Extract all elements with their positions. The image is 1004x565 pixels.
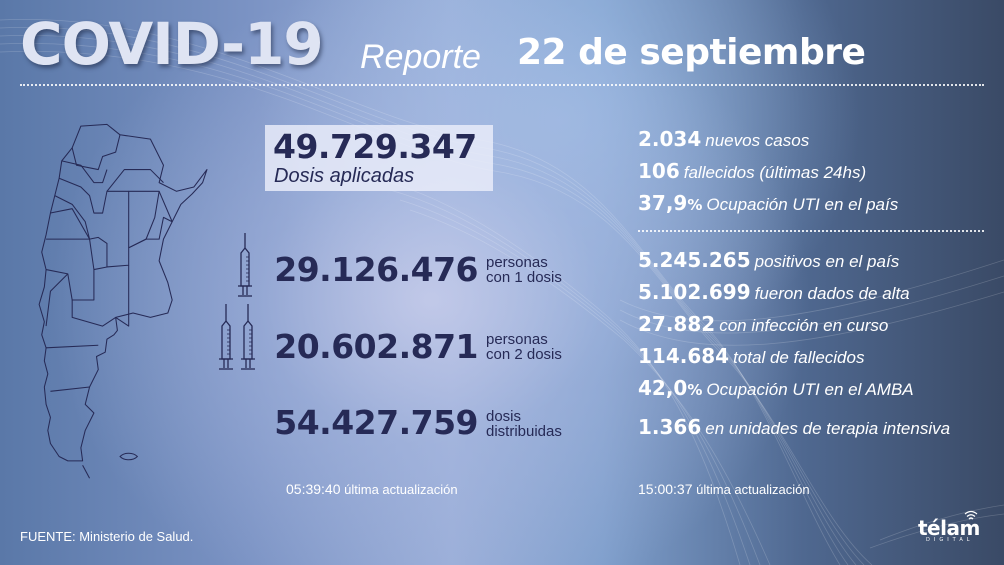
logo-subtext: DIGITAL	[926, 537, 974, 543]
report-label: Reporte	[360, 38, 481, 76]
stat-value: 5.245.265	[638, 248, 751, 272]
stats-update-time: 15:00:37	[638, 481, 693, 497]
stat-suffix: %	[687, 196, 703, 214]
stat-icu-patients: 1.366 en unidades de terapia intensiva	[638, 415, 950, 439]
applied-doses-label: Dosis aplicadas	[274, 165, 415, 187]
one-dose-value: 29.126.476	[274, 250, 478, 289]
stat-icu-country: 37,9% Ocupación UTI en el país	[638, 191, 898, 215]
stat-new-cases: 2.034 nuevos casos	[638, 127, 809, 151]
stat-value: 42,0	[638, 376, 688, 400]
two-syringes-icon	[219, 304, 255, 370]
distributed-label-line2: distribuidas	[486, 423, 562, 440]
two-doses-label: personas con 2 dosis	[486, 332, 562, 362]
two-doses-value: 20.602.871	[274, 327, 478, 366]
two-doses-label-line2: con 2 dosis	[486, 346, 562, 363]
stat-active-infections: 27.882 con infección en curso	[638, 312, 888, 336]
vaccination-update-label: última actualización	[344, 482, 458, 497]
source-note: FUENTE: Ministerio de Salud.	[20, 529, 194, 544]
syringe-icon	[238, 233, 252, 297]
stat-label: positivos en el país	[754, 252, 900, 271]
stat-label: fallecidos (últimas 24hs)	[683, 163, 867, 182]
telam-logo: télam DIGITAL	[918, 510, 980, 543]
stats-update: 15:00:37 última actualización	[638, 481, 810, 497]
vaccination-update: 05:39:40 última actualización	[286, 481, 458, 497]
one-dose-label-line1: personas	[486, 254, 548, 271]
two-doses-label-line1: personas	[486, 331, 548, 348]
stat-label: nuevos casos	[705, 131, 810, 150]
distributed-doses-value: 54.427.759	[274, 403, 478, 442]
stat-label: en unidades de terapia intensiva	[705, 419, 951, 438]
stat-total-deaths: 114.684 total de fallecidos	[638, 344, 864, 368]
stats-divider	[638, 230, 984, 232]
logo-text: télam	[918, 516, 980, 540]
distributed-label-line1: dosis	[486, 408, 522, 425]
stat-value: 5.102.699	[638, 280, 751, 304]
stat-positives: 5.245.265 positivos en el país	[638, 248, 899, 272]
applied-doses-card: 49.729.347 Dosis aplicadas	[265, 125, 493, 191]
argentina-map-icon	[38, 123, 208, 479]
one-dose-label: personas con 1 dosis	[486, 255, 562, 285]
stat-value: 37,9	[638, 191, 688, 215]
stat-label: fueron dados de alta	[754, 284, 910, 303]
stat-label: total de fallecidos	[733, 348, 865, 367]
stat-value: 114.684	[638, 344, 730, 368]
one-dose-label-line2: con 1 dosis	[486, 269, 562, 286]
report-title: COVID-19	[20, 10, 324, 78]
signal-icon	[964, 510, 978, 520]
stat-suffix: %	[687, 381, 703, 399]
stat-value: 27.882	[638, 312, 716, 336]
stat-label: con infección en curso	[719, 316, 889, 335]
stat-label: Ocupación UTI en el AMBA	[706, 380, 914, 399]
stat-value: 2.034	[638, 127, 702, 151]
vaccination-update-time: 05:39:40	[286, 481, 341, 497]
stat-recovered: 5.102.699 fueron dados de alta	[638, 280, 910, 304]
stat-label: Ocupación UTI en el país	[706, 195, 899, 214]
stat-value: 1.366	[638, 415, 702, 439]
stat-icu-amba: 42,0% Ocupación UTI en el AMBA	[638, 376, 914, 400]
distributed-doses-label: dosis distribuidas	[486, 409, 562, 439]
applied-doses-value: 49.729.347	[273, 127, 477, 166]
stat-value: 106	[638, 159, 680, 183]
header-divider	[20, 84, 984, 86]
stat-deaths-24h: 106 fallecidos (últimas 24hs)	[638, 159, 866, 183]
report-date: 22 de septiembre	[517, 32, 866, 73]
stats-update-label: última actualización	[696, 482, 810, 497]
